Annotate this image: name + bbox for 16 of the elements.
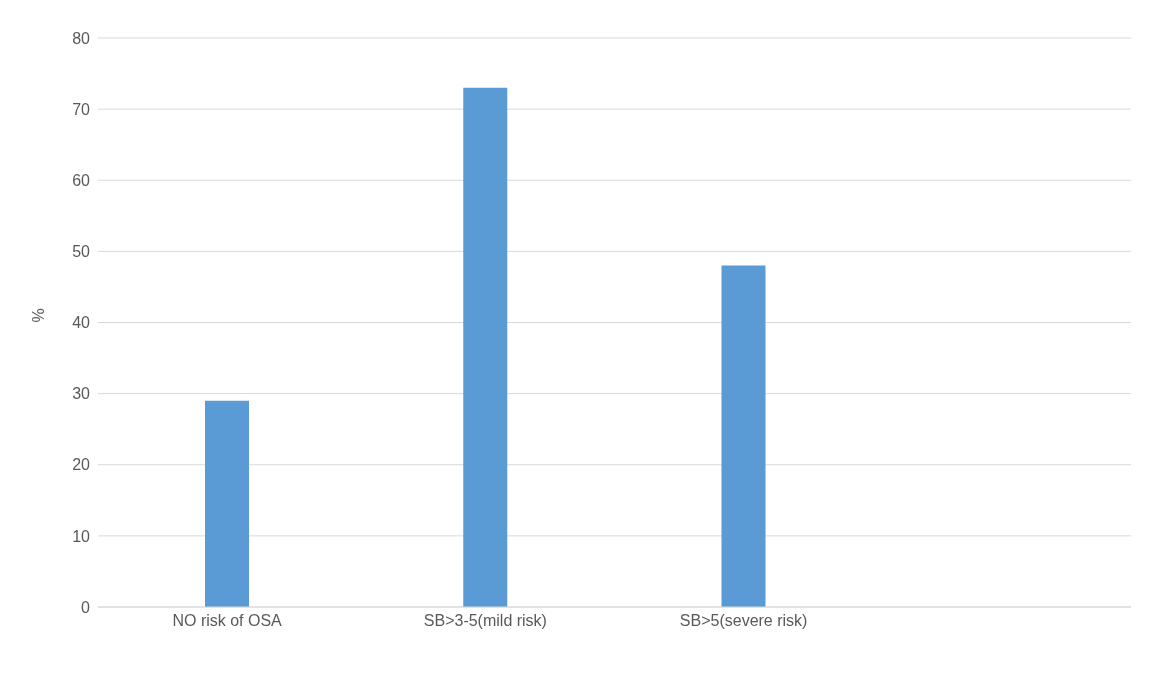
x-tick-label: NO risk of OSA: [172, 612, 283, 630]
y-tick-label: 30: [72, 385, 91, 403]
y-tick-label: 80: [72, 29, 91, 47]
x-tick-label: SB>5(severe risk): [679, 612, 808, 630]
y-tick-label: 70: [72, 100, 91, 118]
x-tick-label: SB>3-5(mild risk): [423, 612, 547, 630]
y-tick-label: 60: [72, 171, 91, 189]
bar: [205, 400, 249, 607]
bar: [463, 87, 508, 607]
bar: [721, 265, 766, 607]
y-tick-label: 50: [72, 243, 91, 261]
y-tick-label: 0: [81, 598, 91, 616]
y-axis-title: %: [29, 308, 47, 323]
y-tick-label: 20: [72, 456, 91, 474]
y-tick-label: 40: [72, 314, 91, 332]
y-tick-label: 10: [72, 527, 91, 545]
